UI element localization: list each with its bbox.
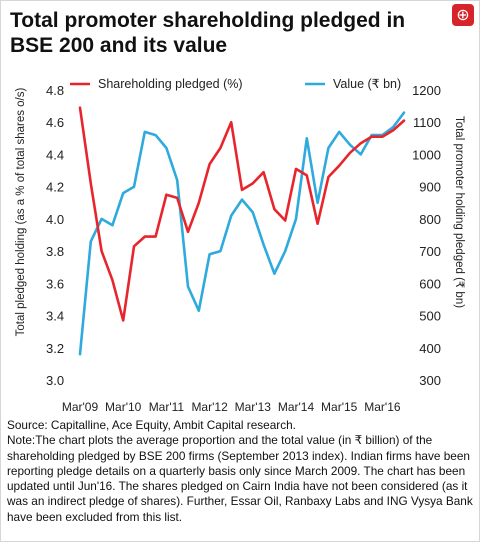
right-tick-label: 800 (419, 212, 441, 227)
x-tick-label: Mar'16 (364, 400, 401, 414)
left-tick-label: 3.8 (46, 244, 64, 259)
left-tick-label: 3.2 (46, 341, 64, 356)
left-tick-label: 4.2 (46, 180, 64, 195)
x-tick-label: Mar'11 (149, 400, 185, 414)
left-tick-label: 4.8 (46, 83, 64, 98)
legend: Shareholding pledged (%) Value (₹ bn) (70, 77, 401, 91)
zoom-in-icon[interactable]: ⊕ (452, 4, 474, 26)
x-tick-label: Mar'09 (62, 400, 99, 414)
left-tick-label: 4.4 (46, 147, 64, 162)
left-tick-label: 3.4 (46, 309, 64, 324)
left-axis-title: Total pledged holding (as a % of total s… (15, 87, 27, 336)
x-tick-label: Mar'12 (191, 400, 228, 414)
left-tick-label: 4.0 (46, 212, 64, 227)
right-tick-label: 400 (419, 341, 441, 356)
x-tick-label: Mar'15 (321, 400, 358, 414)
right-tick-label: 1100 (413, 115, 441, 130)
shareholding-pledged-line (78, 106, 406, 322)
x-tick-label: Mar'10 (105, 400, 142, 414)
left-tick-label: 3.6 (46, 276, 64, 291)
right-tick-label: 600 (419, 276, 441, 291)
legend-label-value: Value (₹ bn) (333, 77, 401, 91)
right-y-axis: 300 400 500 600 700 800 900 1000 1100 1200 (412, 83, 441, 388)
legend-label-shareholding: Shareholding pledged (%) (98, 77, 243, 91)
source-text: Source: Capitalline, Ace Equity, Ambit C… (7, 418, 296, 432)
left-y-axis: 3.0 3.2 3.4 3.6 3.8 4.0 4.2 4.4 4.6 4.8 (46, 83, 64, 388)
right-tick-label: 900 (419, 180, 441, 195)
right-axis-title: Total promoter holding pledged (₹ bn) (453, 116, 465, 308)
right-tick-label: 700 (419, 244, 441, 259)
chart-notes: Source: Capitalline, Ace Equity, Ambit C… (7, 418, 473, 525)
note-text: Note:The chart plots the average proport… (7, 433, 473, 524)
right-tick-label: 1000 (412, 147, 441, 162)
left-tick-label: 3.0 (46, 373, 64, 388)
dual-axis-line-chart: 3.0 3.2 3.4 3.6 3.8 4.0 4.2 4.4 4.6 4.8 300 400 500… (15, 77, 465, 414)
right-tick-label: 300 (419, 373, 441, 388)
left-tick-label: 4.6 (46, 115, 64, 130)
right-tick-label: 1200 (412, 83, 441, 98)
x-axis: Mar'09 Mar'10 Mar'11 Mar'12 Mar'13 Mar'14 Mar'… (62, 400, 401, 414)
value-line (78, 111, 406, 356)
right-tick-label: 500 (419, 309, 441, 324)
x-tick-label: Mar'13 (235, 400, 272, 414)
series-layer (78, 106, 406, 356)
chart-title: Total promoter shareholding pledged in B… (10, 9, 406, 57)
x-tick-label: Mar'14 (278, 400, 315, 414)
